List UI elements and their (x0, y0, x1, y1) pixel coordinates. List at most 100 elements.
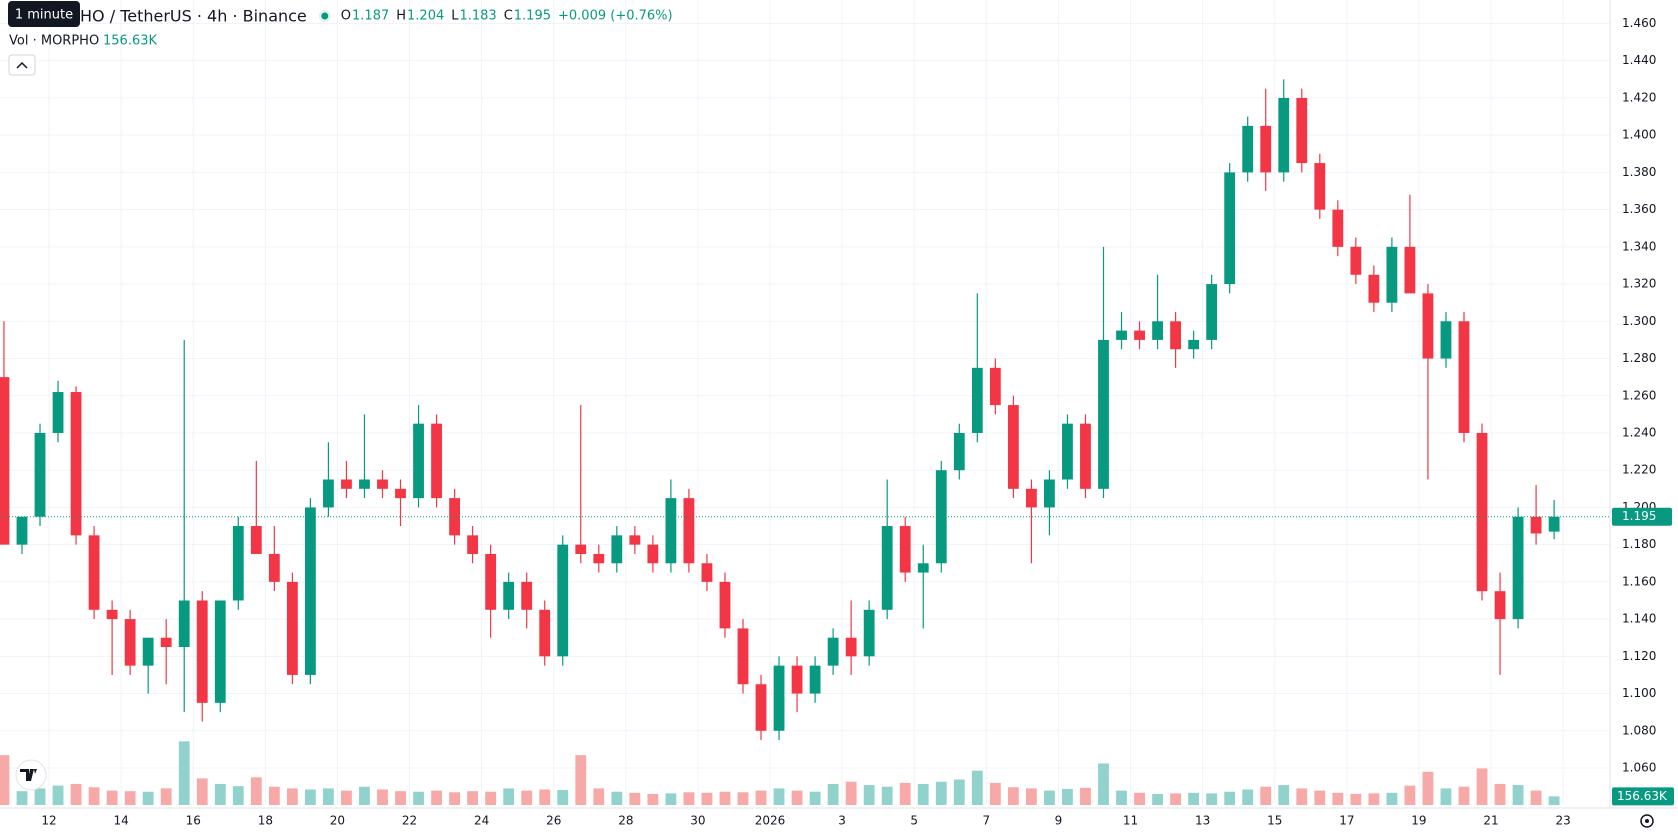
y-tick-label: 1.400 (1622, 128, 1656, 142)
candle-body (539, 609, 551, 657)
candle-body (232, 526, 244, 601)
volume-layer (0, 741, 1560, 805)
x-tick-label: 17 (1339, 814, 1354, 828)
volume-bar (593, 788, 605, 805)
candle-body (773, 665, 785, 731)
candle-body (1080, 423, 1091, 489)
tooltip-box (8, 1, 80, 27)
candle-body (1530, 516, 1542, 534)
y-tick-label: 1.280 (1622, 351, 1656, 365)
ohlc-key: H (396, 9, 406, 24)
volume-bar (1278, 785, 1290, 805)
volume-bar (1368, 793, 1380, 805)
candle-body (160, 637, 172, 648)
candle-body (755, 684, 767, 731)
x-tick-label: 5 (910, 814, 918, 828)
candle-body (647, 544, 659, 564)
candle-body (16, 516, 28, 545)
candle-body (791, 665, 803, 694)
y-tick-label: 1.080 (1622, 723, 1656, 737)
x-tick-label: 2026 (755, 814, 786, 828)
x-tick-label: 23 (1555, 814, 1570, 828)
gear-center (1645, 819, 1649, 823)
x-tick-label: 13 (1195, 814, 1210, 828)
volume-bar (881, 786, 893, 805)
volume-bar (395, 791, 406, 805)
candle-body (34, 432, 46, 517)
candle-body (106, 609, 118, 620)
volume-bar (1314, 790, 1326, 805)
logo-glyph (20, 769, 37, 781)
y-tick-label: 1.440 (1622, 53, 1656, 67)
candle-body (268, 553, 280, 582)
y-tick-label: 1.380 (1622, 165, 1656, 179)
volume-bar (196, 778, 208, 805)
volume-bar (1206, 793, 1218, 805)
candle-body (124, 619, 136, 666)
candle-body (1314, 163, 1326, 210)
volume-bar (359, 786, 370, 805)
candle-body (341, 479, 352, 489)
y-tick-label: 1.320 (1622, 277, 1656, 291)
candle-body (1494, 591, 1506, 620)
volume-bar (1134, 792, 1145, 805)
volume-bar (953, 779, 965, 805)
volume-bar (701, 792, 713, 805)
volume-bar (323, 788, 334, 805)
x-tick-label: 15 (1267, 814, 1282, 828)
candle-body (1152, 321, 1163, 340)
candle-body (503, 581, 515, 610)
volume-bar (431, 790, 442, 805)
volume-bar (737, 792, 749, 805)
volume-bar (629, 792, 641, 805)
volume-bar (1530, 790, 1542, 805)
x-tick-label: 7 (983, 814, 991, 828)
x-tick-label: 28 (618, 814, 633, 828)
volume-bar (106, 790, 118, 805)
y-tick-label: 1.100 (1622, 686, 1656, 700)
volume-bar (863, 785, 875, 805)
volume-bar (1260, 786, 1272, 805)
y-tick-label: 1.340 (1622, 239, 1656, 253)
candle-body (521, 581, 533, 610)
candle-body (1512, 516, 1524, 620)
collapse-button[interactable] (8, 54, 36, 76)
x-tick-label: 11 (1123, 814, 1138, 828)
candle-body (1025, 488, 1037, 508)
candle-body (629, 535, 641, 545)
candle-layer (0, 79, 1560, 741)
x-tick-label: 19 (1411, 814, 1426, 828)
candle-body (1386, 246, 1398, 303)
x-tick-label: 26 (546, 814, 561, 828)
volume-legend: Vol · MORPHO (9, 34, 99, 49)
y-tick-label: 1.240 (1622, 425, 1656, 439)
candle-body (701, 563, 713, 582)
candle-body (1548, 516, 1560, 532)
y-tick-label: 1.420 (1622, 90, 1656, 104)
volume-bar (899, 782, 911, 805)
ohlc-value: 1.183 (459, 9, 496, 24)
volume-bar (485, 791, 497, 805)
candle-body (88, 535, 100, 610)
volume-bar (665, 793, 677, 805)
volume-bar (1386, 792, 1398, 805)
volume-bar (1224, 791, 1236, 805)
volume-bar (935, 781, 947, 805)
volume-bar (124, 791, 136, 805)
settings-icon[interactable] (1640, 814, 1654, 828)
candle-body (1296, 97, 1308, 164)
symbol-title: HO / TetherUS · 4h · Binance (80, 7, 307, 26)
candle-body (881, 526, 893, 610)
y-tick-label: 1.180 (1622, 537, 1656, 551)
candle-body (845, 637, 857, 657)
volume-bar (557, 790, 569, 805)
candle-body (377, 479, 388, 489)
candle-body (1368, 274, 1380, 303)
candle-body (1278, 97, 1290, 173)
volume-bar (971, 770, 983, 805)
candle-body (827, 637, 839, 666)
volume-bar (845, 781, 857, 805)
candle-body (449, 498, 460, 536)
